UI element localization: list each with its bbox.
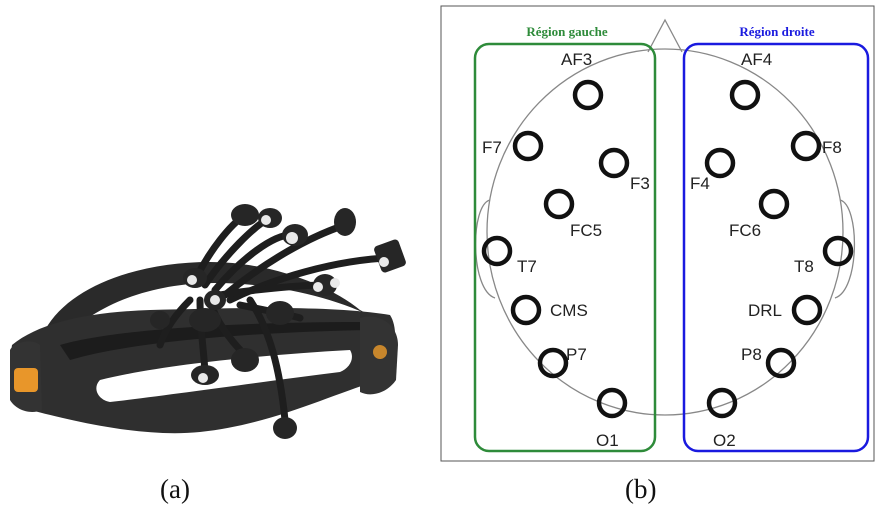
nose	[647, 18, 683, 53]
diagram-frame	[440, 5, 875, 462]
right-region-title: Région droite	[739, 24, 814, 39]
electrode-f7	[512, 130, 544, 162]
label-f7: F7	[482, 138, 502, 157]
electrode-f3	[598, 147, 630, 179]
left-region-box	[473, 42, 657, 453]
electrode-fc5	[543, 188, 575, 220]
label-p8: P8	[741, 345, 762, 364]
label-af4: AF4	[741, 50, 772, 69]
electrode-fc6	[758, 188, 790, 220]
electrode-o2	[706, 387, 738, 419]
electrode-drl	[791, 294, 823, 326]
electrode-f8	[790, 130, 822, 162]
label-fc6: FC6	[729, 221, 761, 240]
label-fc5: FC5	[570, 221, 602, 240]
electrode-p8	[765, 347, 797, 379]
head-outline	[486, 48, 844, 416]
right-ear	[834, 199, 856, 299]
label-cms: CMS	[550, 301, 588, 320]
sensor-pods	[150, 204, 406, 439]
label-f3: F3	[630, 174, 650, 193]
label-drl: DRL	[748, 301, 782, 320]
label-o1: O1	[596, 431, 619, 450]
electrode-t8	[822, 235, 854, 267]
right-region-box	[682, 42, 870, 453]
headset-left-logo	[14, 368, 38, 392]
left-region-title: Région gauche	[526, 24, 607, 39]
caption-a: (a)	[160, 474, 190, 504]
headset-band-back	[45, 262, 375, 340]
electrode-p7	[537, 347, 569, 379]
label-f4: F4	[690, 174, 710, 193]
electrode-cms	[510, 294, 542, 326]
label-t8: T8	[794, 257, 814, 276]
headset-band-slot	[96, 350, 352, 402]
electrode-o1	[596, 387, 628, 419]
label-af3: AF3	[561, 50, 592, 69]
electrode-af3	[572, 79, 604, 111]
label-t7: T7	[517, 257, 537, 276]
label-o2: O2	[713, 431, 736, 450]
electrode-t7	[481, 235, 513, 267]
electrode-f4	[704, 147, 736, 179]
headset-right-logo	[373, 345, 387, 359]
caption-b: (b)	[625, 474, 657, 504]
electrode-af4	[729, 79, 761, 111]
label-p7: P7	[566, 345, 587, 364]
eeg-headset-image	[10, 204, 406, 439]
headset-band-inner	[60, 322, 372, 360]
label-f8: F8	[822, 138, 842, 157]
